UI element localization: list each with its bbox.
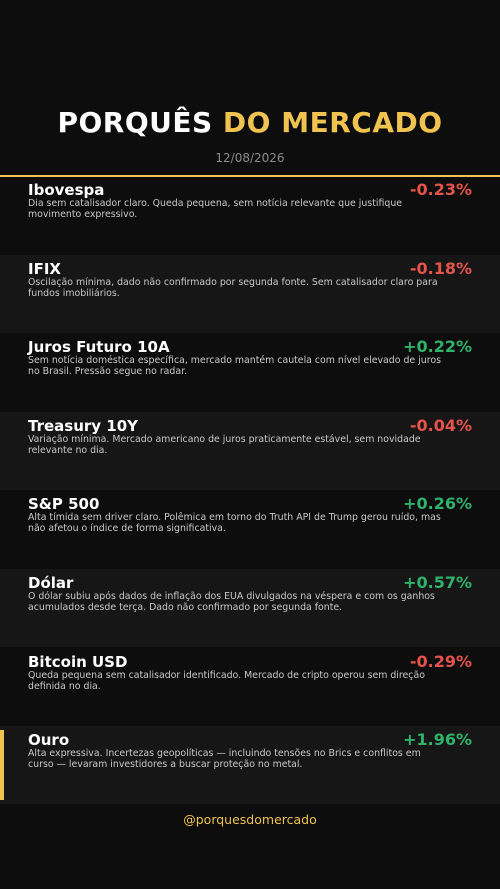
- item-name: S&P 500: [28, 495, 100, 514]
- item-name: IFIX: [28, 259, 61, 278]
- item-name: Ibovespa: [28, 181, 105, 199]
- item-name: Ouro: [28, 731, 70, 750]
- item-row: Bitcoin USD -0.29% Queda pequena sem catal…: [0, 648, 500, 726]
- item-row: S&P 500 +0.26% Alta tímida sem driver clar…: [0, 490, 500, 568]
- item-change: +0.26%: [403, 494, 472, 514]
- item-change: +0.57%: [403, 573, 472, 592]
- item-description: O dólar subiu após dados de inflação dos…: [28, 591, 435, 613]
- handle: @porquesdomercado: [183, 812, 317, 827]
- item-change: -0.18%: [409, 258, 472, 278]
- item-change: -0.29%: [409, 651, 472, 671]
- item-row: Ibovespa -0.23% Dia sem catalisador claro.…: [0, 176, 500, 254]
- title-accent: DO MERCADO: [222, 106, 443, 139]
- item-description: Dia sem catalisador claro. Queda pequena…: [28, 198, 403, 220]
- divider: [0, 175, 500, 177]
- item-change: -0.04%: [409, 415, 472, 435]
- item-change: -0.23%: [409, 180, 472, 199]
- item-description: Sem notícia doméstica específica, mercad…: [28, 355, 441, 378]
- item-change: +0.22%: [403, 337, 472, 357]
- item-name: Juros Futuro 10A: [28, 338, 170, 357]
- item-row: Juros Futuro 10A +0.22% Sem notícia domést…: [0, 333, 500, 411]
- item-row: Dólar +0.57% O dólar subiu após dados de i…: [0, 569, 500, 647]
- item-row: Treasury 10Y -0.04% Variação mínima. Merca…: [0, 411, 500, 490]
- title-main: PORQUÊS: [57, 106, 213, 139]
- item-change: +1.96%: [403, 730, 472, 750]
- item-description: Alta tímida sem driver claro. Polêmica e…: [28, 512, 441, 535]
- item-name: Treasury 10Y: [28, 416, 139, 435]
- item-description: Alta expressiva. Incertezas geopolíticas…: [28, 748, 421, 771]
- item-row: Ouro +1.96% Alta expressiva. Incertezas ge…: [0, 726, 500, 805]
- item-description: Oscilação mínima, dado não confirmado po…: [28, 276, 438, 299]
- date: 12/08/2026: [215, 151, 285, 165]
- item-name: Dólar: [28, 574, 74, 592]
- item-description: Variação mínima. Mercado americano de ju…: [28, 433, 421, 456]
- highlight-bar: [0, 730, 4, 801]
- item-name: Bitcoin USD: [28, 652, 128, 671]
- item-description: Queda pequena sem catalisador identifica…: [28, 669, 425, 692]
- title: PORQUÊS DO MERCADO: [0, 106, 500, 139]
- item-row: IFIX -0.18% Oscilação mínima, dado não con…: [0, 254, 500, 333]
